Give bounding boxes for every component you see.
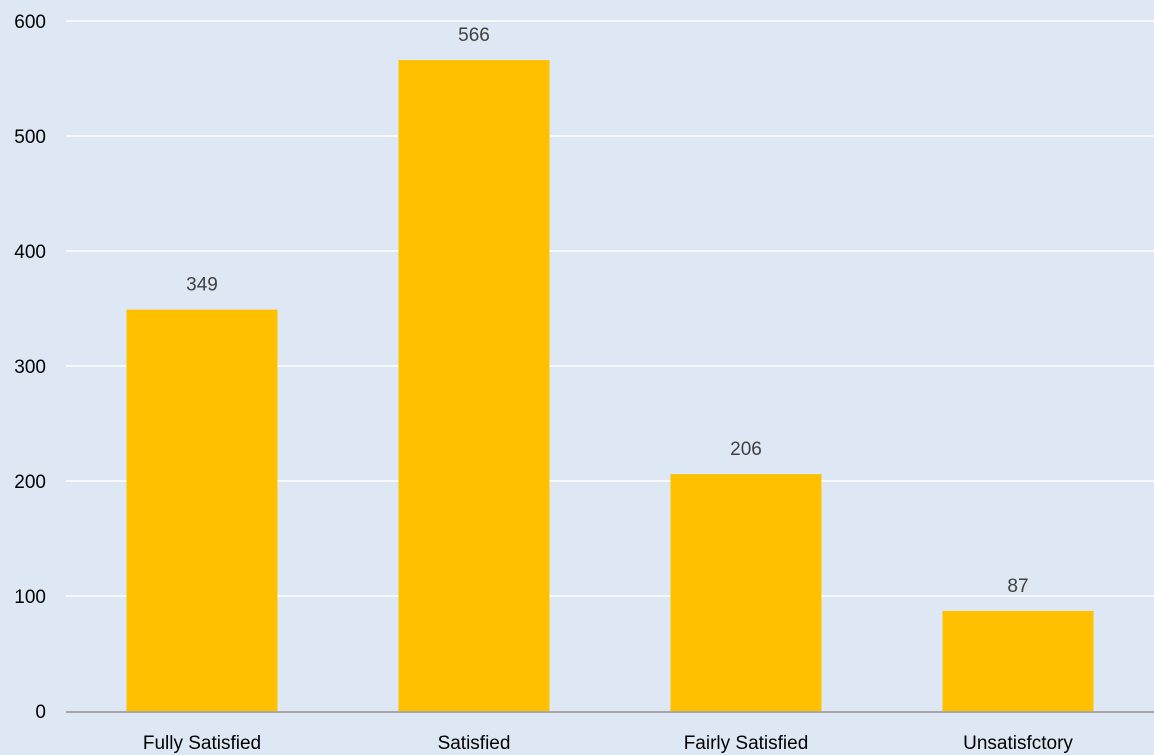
data-label: 349: [186, 275, 218, 296]
bar: [942, 610, 1094, 711]
y-tick-label: 400: [14, 242, 46, 263]
bars: [126, 60, 1094, 712]
y-axis-tick-labels: 0 100 200 300 400 500 600: [14, 12, 46, 723]
data-label: 87: [1007, 576, 1028, 597]
y-tick-label: 500: [14, 127, 46, 148]
bar: [398, 60, 550, 712]
bar: [126, 309, 278, 711]
x-category-label: Fully Satisfied: [143, 733, 261, 754]
data-label: 206: [730, 439, 762, 460]
y-tick-label: 0: [35, 702, 46, 723]
bar: [670, 474, 822, 711]
data-labels: 349 566 206 87: [186, 25, 1028, 597]
x-category-label: Satisfied: [438, 733, 511, 754]
x-category-label: Unsatisfctory: [963, 733, 1073, 754]
y-tick-label: 100: [14, 587, 46, 608]
data-label: 566: [458, 25, 490, 46]
y-tick-label: 200: [14, 472, 46, 493]
y-tick-label: 300: [14, 357, 46, 378]
x-axis-category-labels: Fully Satisfied Satisfied Fairly Satisfied…: [143, 733, 1074, 754]
y-tick-label: 600: [14, 12, 46, 33]
x-category-label: Fairly Satisfied: [684, 733, 809, 754]
